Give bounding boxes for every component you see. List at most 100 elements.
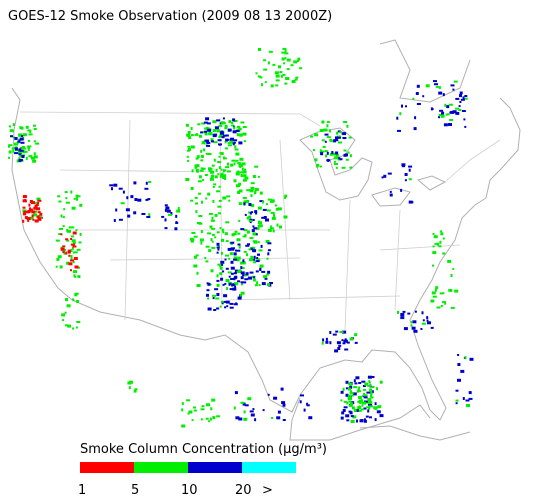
smoke-pixel [283,215,288,219]
smoke-pixel [357,388,360,391]
smoke-pixel [71,239,76,243]
smoke-pixel [137,198,142,202]
smoke-pixel [434,242,439,245]
smoke-pixel [66,239,70,242]
smoke-pixel [228,283,231,286]
smoke-pixel [236,258,240,262]
smoke-pixel [200,159,204,162]
smoke-pixel [197,222,201,224]
smoke-pixel [247,397,252,401]
smoke-pixel [338,141,342,144]
smoke-pixel [274,71,279,75]
smoke-pixel [265,218,269,222]
smoke-pixel [186,399,191,402]
smoke-pixel [272,63,276,66]
smoke-pixel [411,326,416,330]
smoke-pixel [249,189,254,193]
smoke-pixel [245,272,249,276]
smoke-pixel [65,251,68,255]
smoke-pixel [224,306,227,309]
smoke-pixel [275,79,280,82]
smoke-pixel [325,154,328,158]
smoke-pixel [448,103,453,106]
smoke-pixel [18,150,22,154]
smoke-pixel [219,305,222,308]
smoke-pixel [67,324,72,328]
smoke-pixel [164,208,167,212]
smoke-pixel [233,256,238,260]
smoke-pixel [240,271,245,275]
smoke-pixel [333,156,338,160]
smoke-pixel [8,144,13,147]
smoke-pixel [249,221,252,224]
smoke-pixel [438,113,442,116]
smoke-pixel [31,210,36,214]
smoke-pixel [348,136,352,139]
smoke-pixel [412,97,415,100]
smoke-pixel [235,302,238,305]
smoke-pixel [60,214,63,218]
smoke-pixel [168,213,172,216]
smoke-pixel [170,212,173,215]
smoke-pixel [191,145,194,148]
smoke-pixel [31,156,35,160]
smoke-pixel [73,274,76,278]
smoke-pixel [122,190,125,194]
smoke-pixel [335,166,338,169]
smoke-pixel [56,257,60,261]
smoke-pixel [207,282,211,286]
smoke-pixel [193,235,198,238]
smoke-pixel [369,416,372,419]
smoke-pixel [436,306,441,309]
smoke-pixel [253,276,255,279]
smoke-pixel [250,247,253,250]
smoke-pixel [450,84,455,87]
smoke-pixel [228,275,231,278]
smoke-pixel [300,394,304,397]
smoke-pixel [62,225,65,228]
smoke-pixel [314,158,318,162]
smoke-pixel [408,165,413,168]
smoke-pixel [217,161,222,164]
smoke-pixel [214,126,219,130]
smoke-pixel [349,385,353,389]
smoke-pixel [220,121,225,125]
smoke-pixel [243,200,248,204]
smoke-pixel [213,309,217,311]
smoke-pixel [223,169,227,172]
smoke-pixel [205,197,208,200]
smoke-pixel [413,127,417,131]
smoke-pixel [271,216,276,220]
smoke-pixel [28,139,30,142]
smoke-pixel [368,403,372,406]
smoke-pixel [346,401,349,405]
smoke-pixel [267,198,272,201]
smoke-pixel [23,210,27,213]
smoke-pixel [216,274,219,278]
smoke-pixel [323,128,328,132]
smoke-pixel [78,241,82,244]
smoke-pixel [361,404,364,407]
smoke-pixel [368,400,373,404]
smoke-pixel [62,251,65,254]
smoke-pixel [368,381,371,384]
smoke-pixel [209,226,212,229]
smoke-pixel [442,237,445,240]
smoke-pixel [225,138,230,141]
smoke-pixel [286,58,291,62]
smoke-pixel [410,321,413,324]
smoke-pixel [438,91,443,95]
smoke-pixel [432,232,435,235]
smoke-pixel [363,388,367,391]
smoke-pixel [342,387,345,391]
smoke-pixel [358,386,361,390]
smoke-pixel [466,404,470,407]
smoke-pixel [217,173,220,176]
smoke-pixel [218,199,222,202]
smoke-pixel [201,122,206,125]
smoke-pixel [17,140,21,143]
smoke-pixel [239,128,242,130]
smoke-pixel [236,184,240,188]
smoke-pixel [147,198,151,201]
smoke-pixel [236,249,241,252]
